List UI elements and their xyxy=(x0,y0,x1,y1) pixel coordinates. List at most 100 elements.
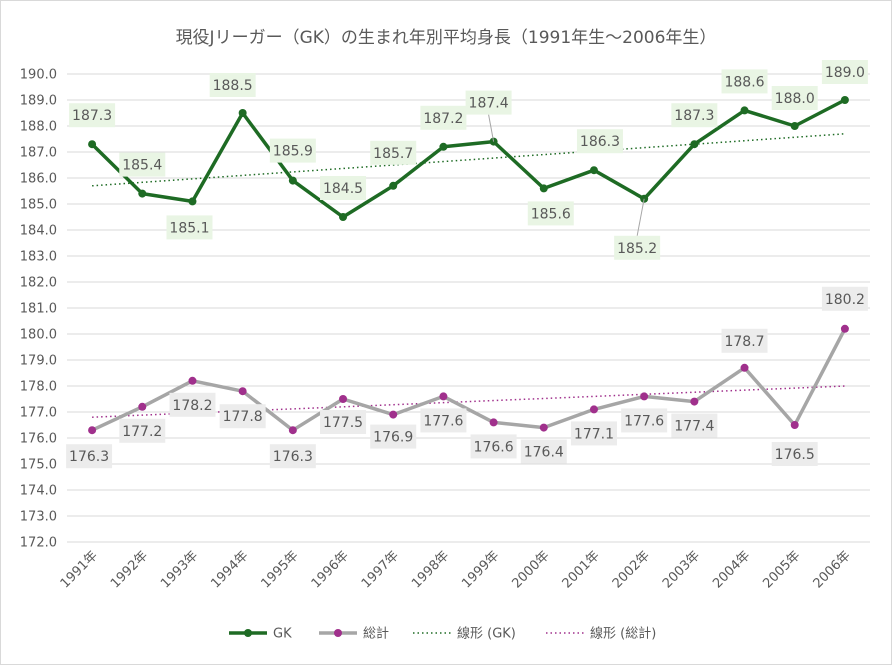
y-tick-label: 176.0 xyxy=(20,432,57,447)
gk-data-label: 187.3 xyxy=(72,108,112,124)
data-label-box xyxy=(166,215,213,240)
data-label-box xyxy=(771,86,818,110)
series-line-gk xyxy=(90,98,847,219)
legend-marker xyxy=(244,629,252,637)
gk-data-label: 189.0 xyxy=(825,65,865,81)
total-point xyxy=(640,392,649,401)
data-label-box xyxy=(320,176,367,200)
y-tick-label: 172.0 xyxy=(20,536,57,551)
legend-label: GK xyxy=(273,627,292,642)
gk-point xyxy=(339,213,348,221)
data-label-box xyxy=(721,328,768,353)
total-point xyxy=(539,423,548,432)
x-tick-label: 2002年 xyxy=(610,548,653,591)
gridlines xyxy=(67,73,870,543)
total-data-label: 176.3 xyxy=(273,449,313,465)
total-data-label: 176.4 xyxy=(524,445,564,461)
y-tick-label: 175.0 xyxy=(20,458,57,473)
x-tick-label: 1998年 xyxy=(409,548,452,591)
total-data-label: 176.5 xyxy=(775,447,815,463)
total-point xyxy=(238,387,247,396)
y-tick-label: 187.0 xyxy=(20,146,57,161)
total-point xyxy=(740,363,749,372)
data-label-box xyxy=(69,103,116,128)
gk-point xyxy=(88,140,97,149)
gk-data-label: 188.6 xyxy=(724,74,764,90)
total-data-label: 177.1 xyxy=(574,426,614,442)
data-label-box xyxy=(821,286,868,311)
y-axis-ticks: 190.0 189.0 188.0 187.0 186.0 185.0 184.0 183.0… xyxy=(20,68,57,551)
total-data-label: 177.8 xyxy=(223,409,263,425)
data-label-box xyxy=(570,421,617,446)
gk-point xyxy=(840,96,849,104)
data-label-box xyxy=(169,392,216,417)
gk-data-label: 186.3 xyxy=(580,134,620,150)
x-tick-label: 1995年 xyxy=(258,548,301,591)
total-data-label: 176.6 xyxy=(474,439,514,455)
data-label-box xyxy=(420,105,467,130)
data-label-box xyxy=(370,140,417,165)
gk-point xyxy=(690,140,699,149)
gk-data-label: 187.4 xyxy=(469,96,509,112)
total-data-label: 177.6 xyxy=(423,413,463,429)
gk-data-label: 187.2 xyxy=(423,111,463,127)
legend-label: 線形 (GK) xyxy=(457,626,516,642)
gk-point xyxy=(288,176,297,185)
data-label-box xyxy=(269,138,316,163)
x-tick-label: 2003年 xyxy=(660,548,703,591)
x-tick-label: 2001年 xyxy=(560,548,603,591)
y-tick-label: 178.0 xyxy=(20,380,57,395)
gk-data-label: 187.3 xyxy=(674,108,714,124)
x-tick-label: 1999年 xyxy=(459,548,502,591)
y-tick-label: 185.0 xyxy=(20,198,57,213)
y-tick-label: 186.0 xyxy=(20,172,57,187)
total-point xyxy=(288,426,297,435)
data-label-box xyxy=(119,418,166,443)
data-label-box xyxy=(671,103,718,128)
total-point xyxy=(690,397,699,406)
gk-point xyxy=(389,181,398,190)
data-label-box xyxy=(576,129,623,154)
series-line-total xyxy=(90,327,847,432)
data-label-box xyxy=(269,444,316,469)
gk-data-label: 185.2 xyxy=(617,241,657,257)
x-tick-label: 2005年 xyxy=(760,548,803,591)
y-tick-label: 188.0 xyxy=(20,120,57,135)
data-label-box xyxy=(370,424,417,449)
x-axis-ticks: 1991年 1992年 1993年 1994年 1995年 1996年 1997年 1998年… xyxy=(58,548,854,591)
gk-point xyxy=(439,142,448,151)
y-tick-label: 189.0 xyxy=(20,94,57,109)
y-tick-label: 184.0 xyxy=(20,224,57,239)
gk-point xyxy=(188,197,197,206)
total-point xyxy=(589,405,598,414)
total-data-label: 176.3 xyxy=(69,449,109,465)
y-tick-label: 179.0 xyxy=(20,354,57,369)
data-label-box xyxy=(821,60,868,84)
y-tick-label: 190.0 xyxy=(20,68,57,83)
legend-item: 線形 (GK) xyxy=(413,626,516,642)
y-tick-label: 173.0 xyxy=(20,510,57,525)
data-label-box xyxy=(527,201,574,226)
chart-title: 現役Jリーガー（GK）の生まれ年別平均身長（1991年生～2006年生） xyxy=(176,28,717,48)
data-label-box xyxy=(520,439,567,464)
gk-data-label: 185.1 xyxy=(169,220,209,236)
data-label-box xyxy=(209,73,256,97)
gk-point xyxy=(790,122,799,130)
y-tick-label: 177.0 xyxy=(20,406,57,421)
data-label-box xyxy=(66,444,113,469)
x-tick-label: 1997年 xyxy=(359,548,402,591)
gk-data-label: 185.6 xyxy=(531,206,571,222)
legend: GK 総計 線形 (GK) 線形 (総計) xyxy=(229,626,656,642)
data-label-box xyxy=(219,404,266,429)
total-point xyxy=(339,395,348,403)
y-tick-label: 181.0 xyxy=(20,302,57,317)
x-tick-label: 1993年 xyxy=(158,548,201,591)
gk-point xyxy=(539,184,548,193)
x-tick-label: 2006年 xyxy=(811,548,854,591)
data-label-box xyxy=(614,235,661,260)
y-tick-label: 182.0 xyxy=(20,276,57,291)
label-leader-line xyxy=(636,198,645,236)
data-label-box xyxy=(470,434,517,459)
total-data-label: 177.6 xyxy=(624,413,664,429)
